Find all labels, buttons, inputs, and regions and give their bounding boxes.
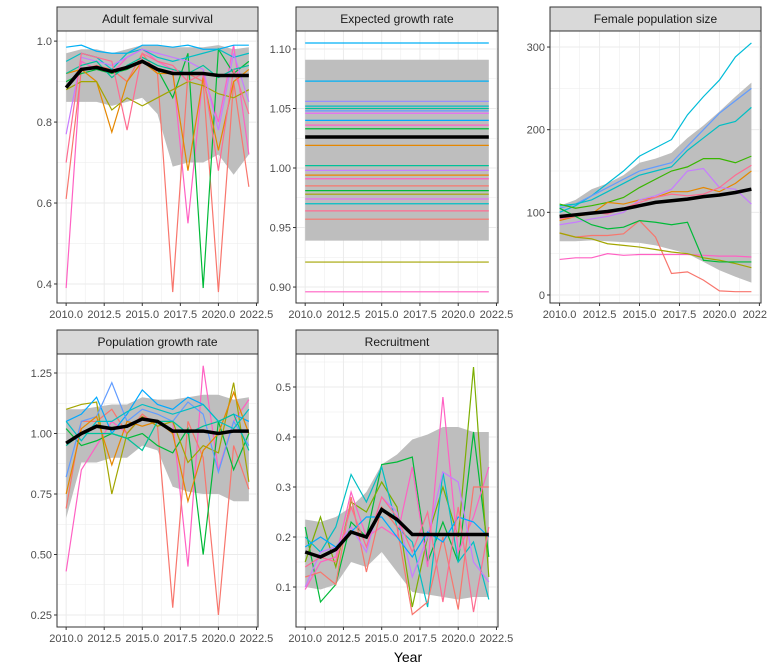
x-tick-label: 2020.0 — [202, 309, 236, 321]
y-tick-label: 300 — [527, 42, 545, 54]
series-line — [559, 155, 752, 209]
plot-area — [296, 31, 498, 303]
y-tick-label: 0.5 — [276, 382, 291, 394]
facet-panel: Population growth rate 0.25 0.50 0.75 1.00 1.… — [31, 329, 274, 645]
y-tick-label: 0.90 — [270, 282, 291, 294]
facet-panel: Expected growth rate 0.90 0.95 1.00 1.05 1.10… — [270, 6, 514, 321]
x-tick-label: 2010.0 — [49, 633, 83, 645]
ci-ribbon — [305, 59, 489, 241]
x-tick-label: 2022.5 — [743, 309, 768, 321]
y-tick-label: 0.95 — [270, 223, 291, 235]
facet-strip — [549, 6, 762, 32]
x-tick-label: 2020.0 — [202, 633, 236, 645]
y-tick-label: 1.00 — [270, 163, 291, 175]
x-tick-label: 2017.5 — [164, 633, 198, 645]
y-tick-label: 0.4 — [276, 432, 291, 444]
x-tick-label: 2010.0 — [288, 633, 322, 645]
y-tick-label: 1.25 — [31, 368, 52, 380]
x-tick-label: 2022.5 — [240, 309, 274, 321]
mean-line — [65, 417, 249, 445]
series-line — [65, 382, 250, 495]
x-tick-label: 2020.0 — [703, 309, 737, 321]
y-tick-label: 1.10 — [270, 44, 291, 56]
y-tick-label: 0.25 — [31, 610, 52, 622]
facet-title: Expected growth rate — [340, 12, 454, 26]
mean-line — [559, 187, 752, 219]
x-tick-label: 2012.5 — [87, 633, 121, 645]
facet-strip — [295, 329, 499, 355]
x-tick-label: 2022.5 — [480, 309, 514, 321]
facet-panel: Adult female survival 0.4 0.6 0.8 1.0 2010.0 2… — [37, 6, 274, 321]
ci-ribbon — [559, 82, 752, 283]
x-tick-label: 2017.5 — [663, 309, 697, 321]
y-tick-label: 200 — [527, 125, 545, 137]
y-tick-label: 0.1 — [276, 582, 291, 594]
series-line — [304, 495, 490, 613]
x-tick-label: 2015.0 — [365, 633, 399, 645]
x-tick-label: 2022.5 — [480, 633, 514, 645]
facet-title: Recruitment — [365, 335, 430, 349]
y-tick-label: 100 — [527, 207, 545, 219]
x-tick-label: 2020.0 — [441, 309, 475, 321]
x-tick-label: 2022.5 — [240, 633, 274, 645]
y-tick-label: 1.0 — [37, 36, 52, 48]
facet-panel: Female population size 0 100 200 300 2010.0 20… — [527, 6, 768, 321]
y-tick-label: 1.05 — [270, 103, 291, 115]
x-tick-label: 2010.0 — [49, 309, 83, 321]
x-tick-label: 2012.5 — [583, 309, 617, 321]
x-tick-label: 2010.0 — [288, 309, 322, 321]
y-tick-label: 1.00 — [31, 428, 52, 440]
x-tick-label: 2020.0 — [441, 633, 475, 645]
y-tick-label: 0.6 — [37, 198, 52, 210]
series-line — [65, 52, 250, 171]
series-line — [304, 486, 489, 616]
facet-strip — [295, 6, 499, 32]
facet-strip — [56, 329, 259, 355]
facet-strip — [56, 6, 259, 32]
series-line — [559, 87, 752, 209]
y-tick-label: 0.2 — [276, 532, 291, 544]
plot-area — [57, 354, 258, 627]
x-tick-label: 2010.0 — [543, 309, 577, 321]
facet-title: Female population size — [594, 12, 718, 26]
x-tick-label: 2015.0 — [623, 309, 657, 321]
facet-title: Adult female survival — [102, 12, 213, 26]
plot-area — [550, 31, 761, 303]
x-tick-label: 2012.5 — [327, 633, 361, 645]
x-axis-title: Year — [394, 649, 423, 665]
series-line — [65, 80, 250, 111]
plot-area — [57, 31, 258, 303]
y-tick-label: 0.50 — [31, 549, 52, 561]
facet-panel: Recruitment 0.1 0.2 0.3 0.4 0.5 2010.0 2012.5 20… — [276, 329, 514, 645]
facet-title: Population growth rate — [97, 335, 217, 349]
mean-line — [304, 507, 489, 559]
series-line — [304, 366, 490, 608]
x-tick-label: 2012.5 — [87, 309, 121, 321]
plot-area — [296, 354, 498, 627]
y-tick-label: 0.8 — [37, 117, 52, 129]
x-tick-label: 2015.0 — [125, 309, 159, 321]
series-line — [559, 207, 752, 263]
x-tick-label: 2015.0 — [365, 309, 399, 321]
series-line — [65, 56, 250, 79]
y-tick-label: 0.75 — [31, 489, 52, 501]
x-tick-label: 2017.5 — [164, 309, 198, 321]
x-tick-label: 2017.5 — [403, 633, 437, 645]
series-line — [559, 253, 752, 261]
y-tick-label: 0.4 — [37, 279, 52, 291]
x-tick-label: 2017.5 — [403, 309, 437, 321]
mean-line — [64, 59, 249, 89]
series-line — [559, 232, 752, 269]
x-tick-label: 2012.5 — [327, 309, 361, 321]
series-line — [559, 106, 752, 207]
y-tick-label: 0.3 — [276, 482, 291, 494]
y-tick-label: 0 — [539, 290, 545, 302]
series-line — [559, 219, 752, 293]
x-tick-label: 2015.0 — [125, 633, 159, 645]
